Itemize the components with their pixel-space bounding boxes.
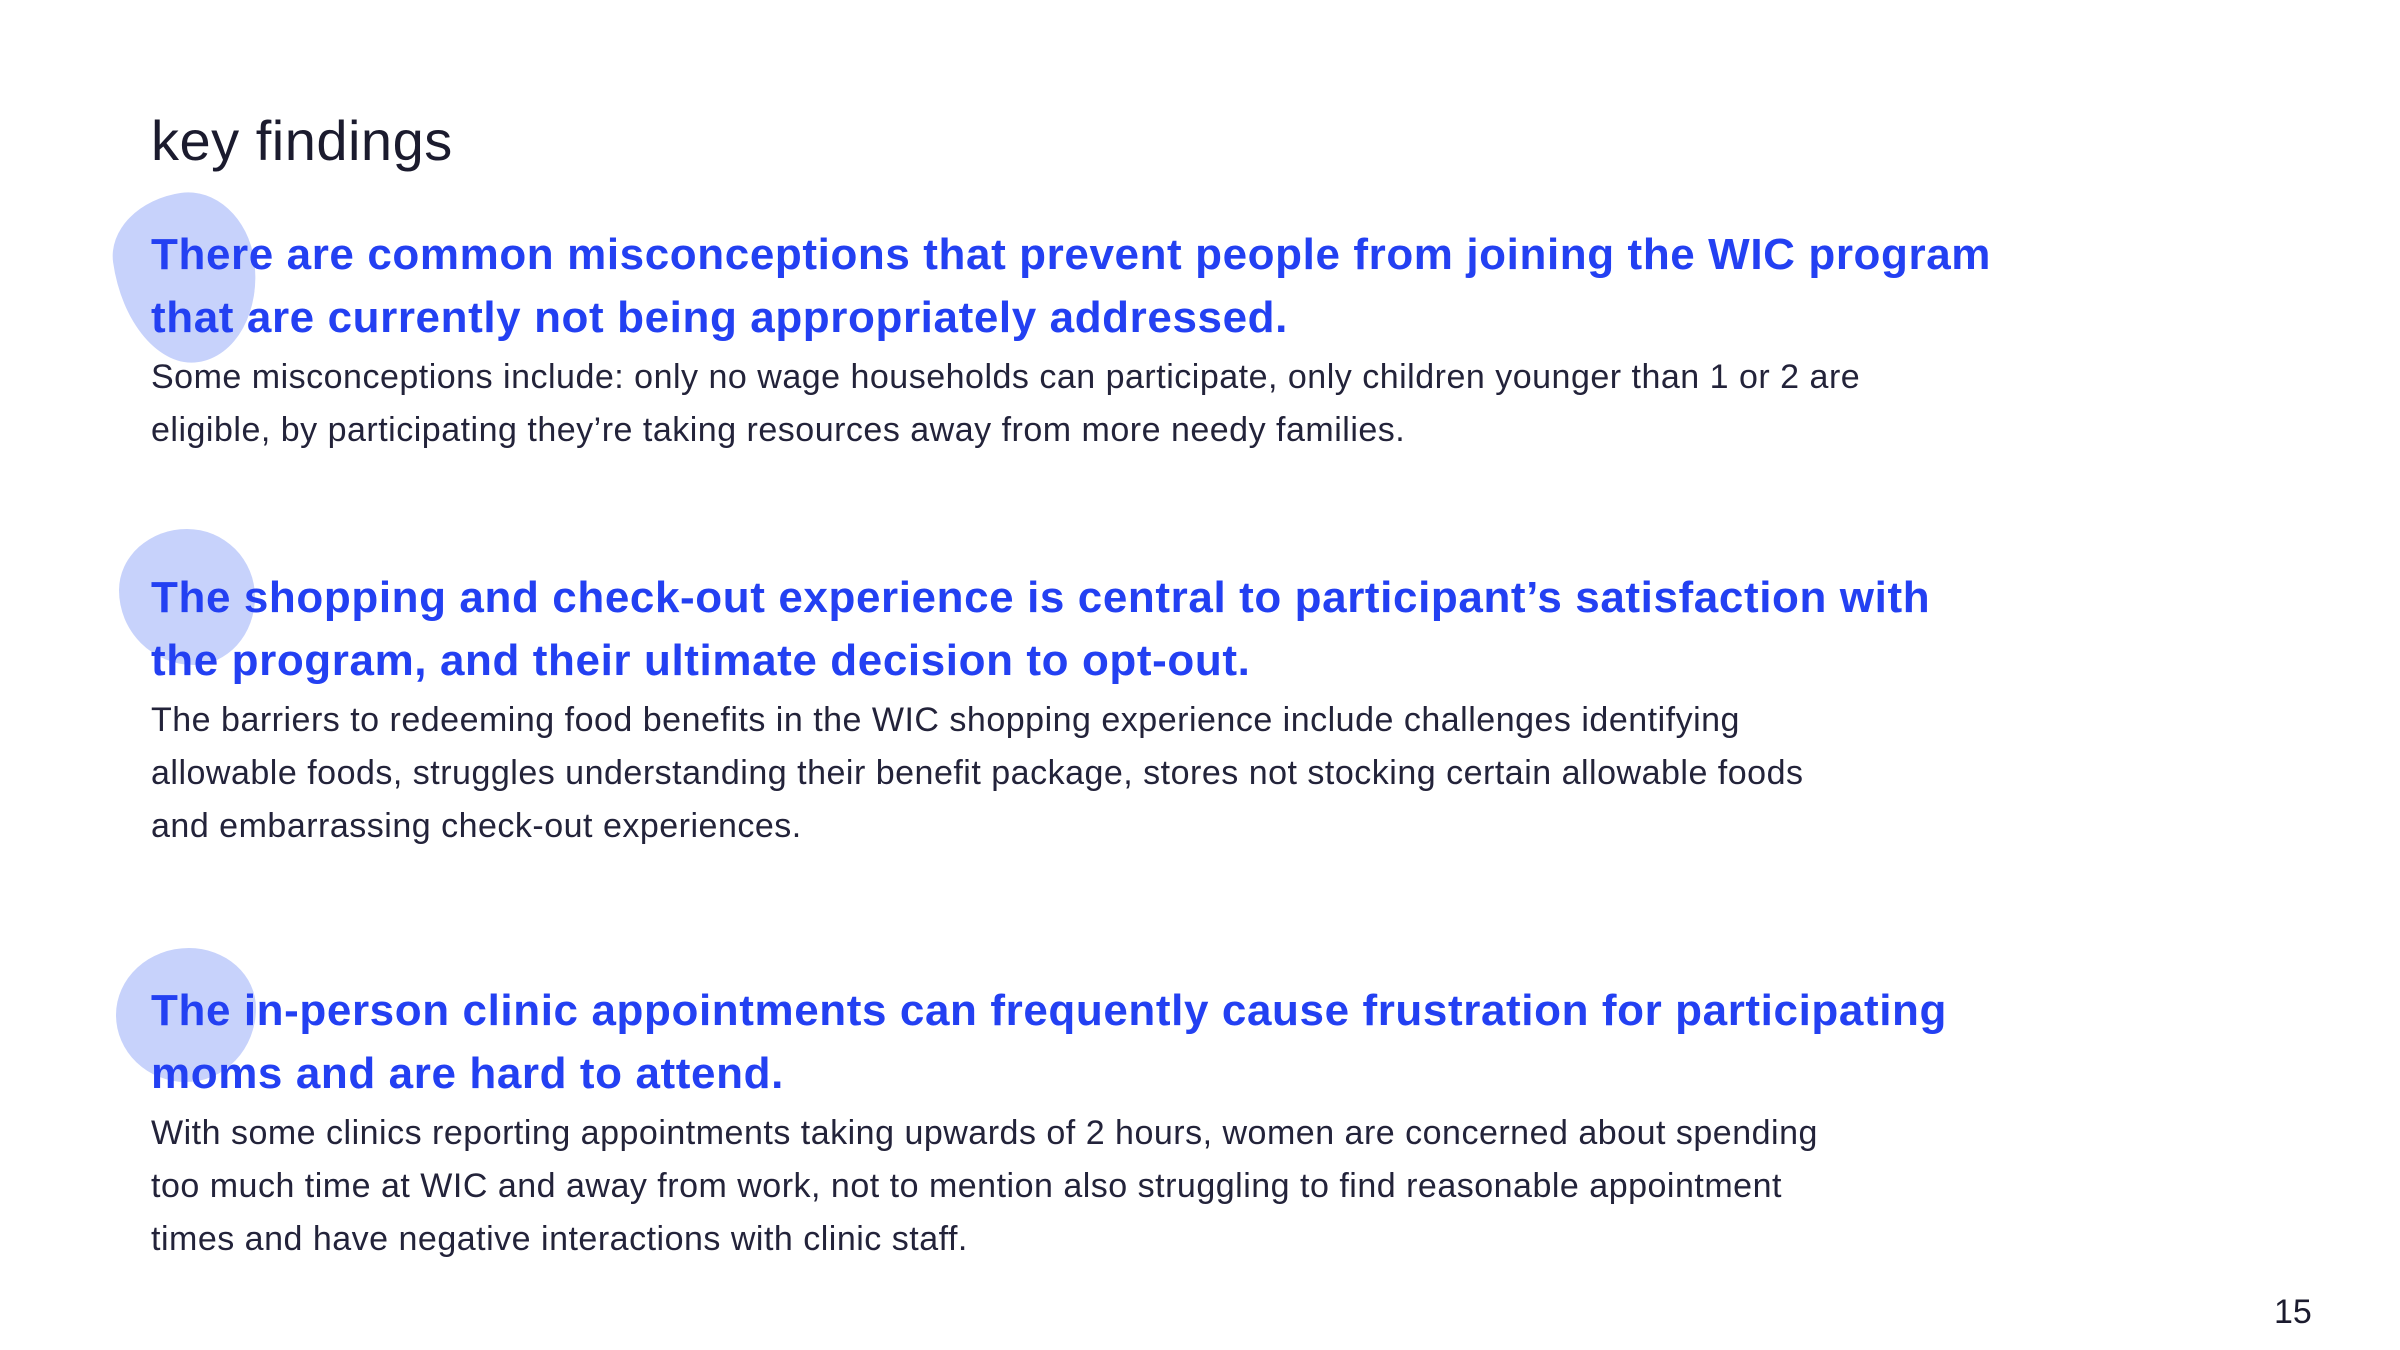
body-line: The barriers to redeeming food benefits … [151, 701, 1740, 739]
body-line: Some misconceptions include: only no wag… [151, 358, 1861, 396]
heading-line: There are common misconceptions that pre… [151, 230, 1992, 279]
finding-heading: There are common misconceptions that pre… [151, 223, 2151, 349]
body-line: allowable foods, struggles understanding… [151, 754, 1804, 792]
body-line: times and have negative interactions wit… [151, 1220, 968, 1258]
finding-body: The barriers to redeeming food benefits … [151, 694, 2151, 853]
heading-line: The in-person clinic appointments can fr… [151, 986, 1947, 1035]
finding-heading: The shopping and check-out experience is… [151, 566, 2151, 692]
finding-1: There are common misconceptions that pre… [151, 223, 2151, 457]
finding-heading: The in-person clinic appointments can fr… [151, 979, 2151, 1105]
heading-line: The shopping and check-out experience is… [151, 573, 1931, 622]
body-line: too much time at WIC and away from work,… [151, 1167, 1782, 1205]
body-line: With some clinics reporting appointments… [151, 1114, 1818, 1152]
finding-body: With some clinics reporting appointments… [151, 1107, 2151, 1266]
body-line: eligible, by participating they’re takin… [151, 411, 1406, 449]
finding-2: The shopping and check-out experience is… [151, 566, 2151, 853]
finding-body: Some misconceptions include: only no wag… [151, 351, 2151, 457]
heading-line: that are currently not being appropriate… [151, 293, 1288, 342]
heading-line: the program, and their ultimate decision… [151, 636, 1251, 685]
decorative-blob [116, 948, 256, 1082]
decorative-blob [119, 529, 255, 665]
body-line: and embarrassing check-out experiences. [151, 807, 802, 845]
heading-line: moms and are hard to attend. [151, 1049, 784, 1098]
finding-3: The in-person clinic appointments can fr… [151, 979, 2151, 1266]
page-title: key findings [151, 109, 453, 172]
page-number: 15 [2274, 1293, 2312, 1331]
